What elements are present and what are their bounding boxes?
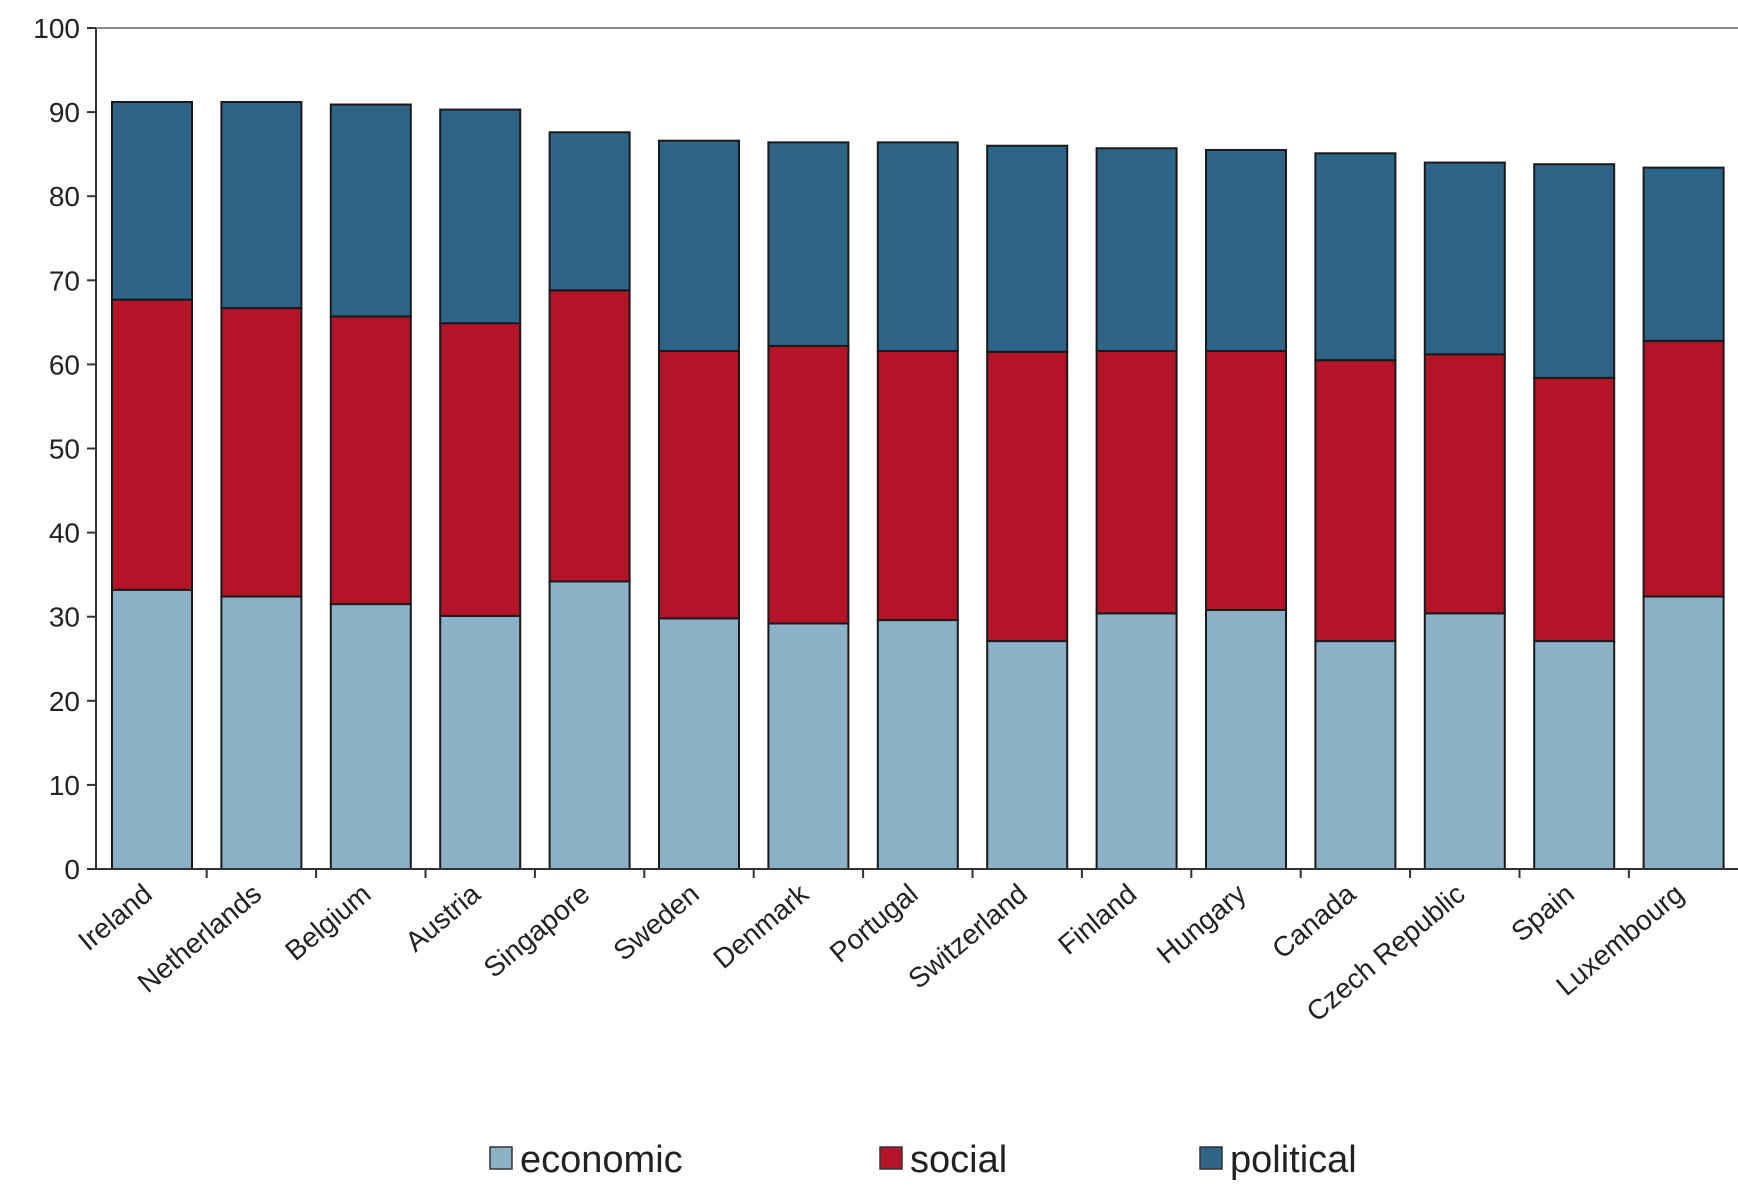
bar-finland-political bbox=[1095, 147, 1178, 352]
x-tick-label-switzerland: Switzerland bbox=[902, 878, 1033, 995]
bar-austria-economic bbox=[439, 614, 522, 871]
bar-czech-republic-political bbox=[1423, 161, 1506, 356]
bar-ireland-social bbox=[111, 298, 193, 591]
y-tick-label-0: 0 bbox=[64, 854, 80, 885]
legend-swatch-economic bbox=[489, 1146, 513, 1170]
bar-austria-social bbox=[439, 322, 522, 617]
bar-canada-political bbox=[1314, 152, 1397, 362]
bar-finland-social bbox=[1095, 349, 1178, 615]
y-tick-label-60: 60 bbox=[49, 349, 80, 380]
bar-singapore-political bbox=[548, 131, 631, 292]
x-tick-label-finland: Finland bbox=[1052, 878, 1142, 961]
bar-sweden-political bbox=[658, 139, 740, 352]
bar-canada-social bbox=[1314, 359, 1397, 643]
bar-denmark-political bbox=[767, 141, 850, 347]
x-tick-label-singapore: Singapore bbox=[478, 878, 596, 984]
x-tick-label-sweden: Sweden bbox=[607, 878, 704, 967]
y-tick-label-90: 90 bbox=[49, 97, 80, 128]
x-tick-label-denmark: Denmark bbox=[707, 877, 815, 974]
x-tick-label-belgium: Belgium bbox=[279, 878, 376, 967]
bar-canada-economic bbox=[1314, 640, 1397, 870]
bar-ireland-economic bbox=[111, 588, 193, 871]
y-tick-label-100: 100 bbox=[33, 13, 80, 44]
bar-denmark-economic bbox=[767, 622, 850, 870]
bar-spain-economic bbox=[1533, 640, 1616, 870]
bar-finland-economic bbox=[1095, 612, 1178, 870]
y-tick-label-40: 40 bbox=[49, 518, 80, 549]
bar-belgium-political bbox=[329, 103, 412, 318]
y-tick-label-70: 70 bbox=[49, 265, 80, 296]
bar-singapore-economic bbox=[548, 580, 631, 870]
bar-portugal-political bbox=[876, 141, 959, 352]
bar-netherlands-economic bbox=[220, 595, 303, 870]
bars-layer bbox=[111, 101, 1725, 871]
legend-swatch-social bbox=[879, 1146, 903, 1170]
bar-spain-social bbox=[1533, 376, 1616, 643]
legend-label-economic: economic bbox=[520, 1139, 683, 1181]
bar-netherlands-political bbox=[220, 101, 303, 310]
bar-portugal-economic bbox=[876, 619, 959, 871]
x-tick-label-austria: Austria bbox=[399, 878, 486, 958]
y-ticks: 0 10 20 30 40 50 60 70 80 90 100 bbox=[33, 13, 96, 885]
bar-hungary-political bbox=[1205, 148, 1287, 352]
bar-hungary-social bbox=[1205, 349, 1287, 611]
x-tick-label-portugal: Portugal bbox=[824, 878, 924, 969]
legend-label-social: social bbox=[910, 1139, 1007, 1181]
bar-ireland-political bbox=[111, 101, 193, 301]
bar-switzerland-political bbox=[986, 144, 1069, 353]
bar-luxembourg-economic bbox=[1642, 595, 1725, 870]
x-tick-label-ireland: Ireland bbox=[72, 878, 158, 957]
bar-luxembourg-political bbox=[1642, 166, 1725, 342]
bar-czech-republic-economic bbox=[1423, 612, 1506, 870]
bar-switzerland-social bbox=[986, 350, 1069, 643]
bar-netherlands-social bbox=[220, 307, 303, 598]
legend-swatch-political bbox=[1199, 1146, 1223, 1170]
x-tick-label-spain: Spain bbox=[1505, 878, 1580, 948]
bar-hungary-economic bbox=[1205, 608, 1287, 870]
x-tick-label-hungary: Hungary bbox=[1151, 878, 1252, 970]
bar-denmark-social bbox=[767, 344, 850, 625]
legend: economic social political bbox=[489, 1139, 1357, 1181]
bar-sweden-economic bbox=[658, 617, 740, 871]
bar-singapore-social bbox=[548, 289, 631, 583]
y-tick-label-20: 20 bbox=[49, 686, 80, 717]
bar-sweden-social bbox=[658, 349, 740, 620]
bar-portugal-social bbox=[876, 349, 959, 622]
x-tick-label-canada: Canada bbox=[1266, 878, 1361, 965]
bar-luxembourg-social bbox=[1642, 339, 1725, 598]
bar-belgium-social bbox=[329, 315, 412, 606]
y-tick-label-50: 50 bbox=[49, 434, 80, 465]
y-tick-label-10: 10 bbox=[49, 770, 80, 801]
bar-belgium-economic bbox=[329, 603, 412, 871]
legend-label-political: political bbox=[1230, 1139, 1357, 1181]
y-tick-label-30: 30 bbox=[49, 602, 80, 633]
bar-czech-republic-social bbox=[1423, 353, 1506, 615]
bar-switzerland-economic bbox=[986, 640, 1069, 870]
bar-austria-political bbox=[439, 108, 522, 325]
y-tick-label-80: 80 bbox=[49, 181, 80, 212]
bar-spain-political bbox=[1533, 163, 1616, 379]
